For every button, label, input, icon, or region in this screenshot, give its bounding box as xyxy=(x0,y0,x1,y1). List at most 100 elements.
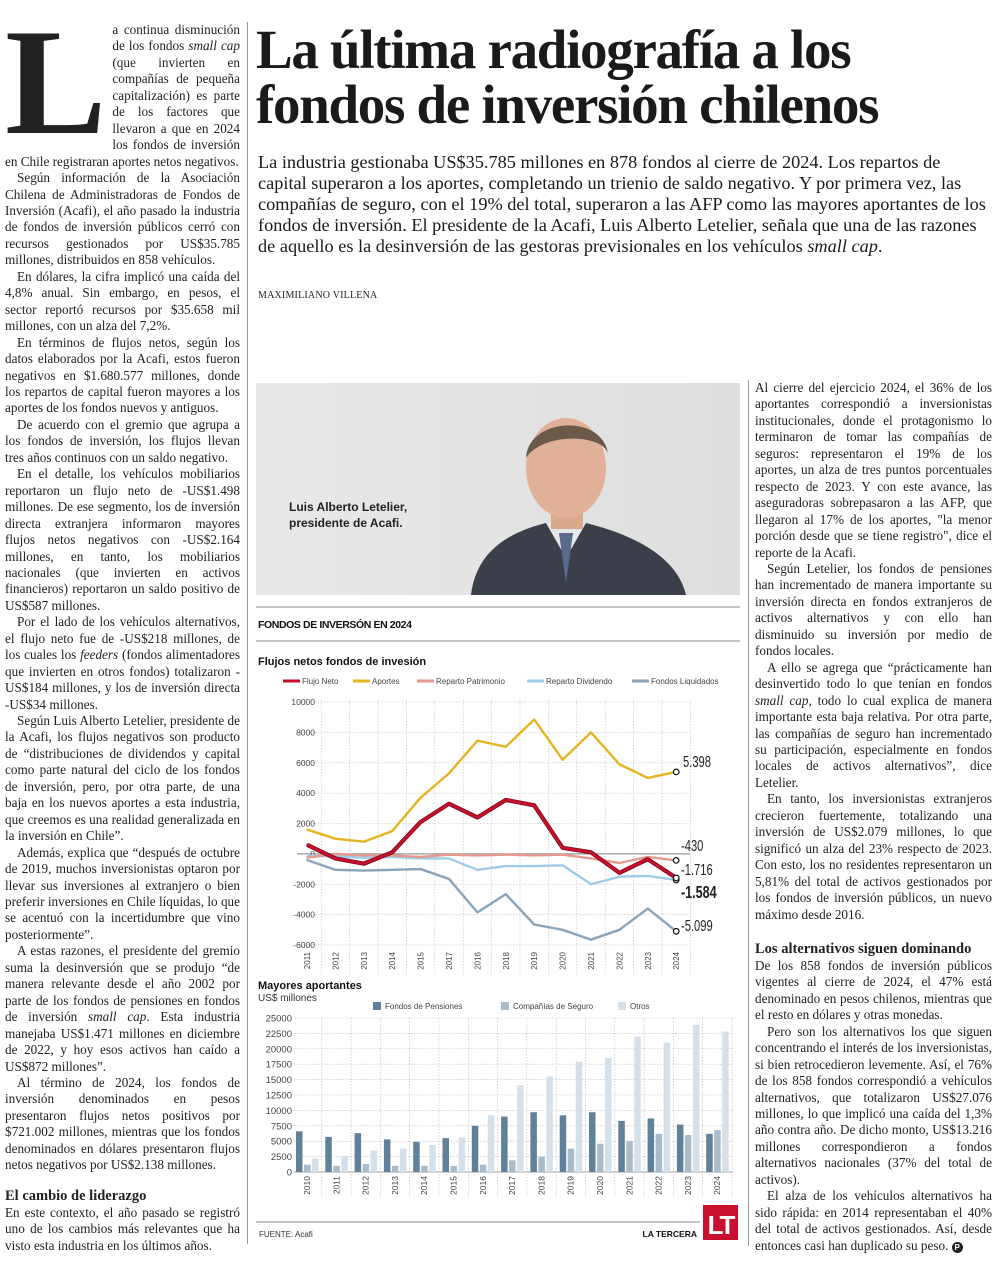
bar-fondos-de-pensiones xyxy=(354,1133,362,1172)
x-tick-label: 2021 xyxy=(587,951,596,969)
bar-compañías-de-seguro xyxy=(362,1163,370,1172)
x-tick-label: 2017 xyxy=(445,951,454,969)
x-tick-label: 2014 xyxy=(419,1176,429,1195)
data-point xyxy=(561,853,564,856)
data-point xyxy=(448,772,450,775)
legend-label: Reparto Dividendo xyxy=(546,677,613,686)
y-tick-label: -4000 xyxy=(293,910,315,920)
end-value-label: 5.398 xyxy=(683,752,711,771)
article-paragraph: A estas razones, el presidente del gremi… xyxy=(5,943,240,1075)
data-point xyxy=(448,802,450,805)
bar-otros xyxy=(634,1036,641,1172)
y-tick-label: -2000 xyxy=(293,879,315,889)
data-point xyxy=(334,853,337,855)
data-point xyxy=(306,859,308,861)
x-tick-label: 2012 xyxy=(361,1176,371,1195)
data-point xyxy=(618,872,621,874)
article-paragraph: Al cierre del ejercicio 2024, el 36% de … xyxy=(755,380,992,560)
data-point xyxy=(363,854,365,857)
end-value-label: -5.099 xyxy=(681,916,713,935)
bar-compañías-de-seguro xyxy=(333,1165,340,1172)
data-point xyxy=(476,816,479,819)
bar-compañías-de-seguro xyxy=(509,1160,516,1172)
column-divider xyxy=(748,380,749,1246)
data-point xyxy=(590,851,592,854)
legend-label: Compañías de Seguro xyxy=(513,1002,594,1011)
deck: La industria gestionaba US$35.785 millon… xyxy=(258,152,993,257)
end-point-marker xyxy=(672,927,680,935)
italic-text: small cap xyxy=(807,236,878,256)
bar-otros xyxy=(575,1061,583,1172)
y-tick-label: 0 xyxy=(310,849,315,859)
bar-otros xyxy=(487,1115,495,1172)
x-tick-label: 2022 xyxy=(654,1176,664,1195)
publisher-logo xyxy=(703,1205,738,1240)
graphic-title: FONDOS DE INVERSÓN EN 2024 xyxy=(258,618,412,631)
y-tick-label: 4000 xyxy=(296,788,315,798)
data-point xyxy=(334,837,337,840)
italic-text: small cap xyxy=(188,38,240,54)
data-point xyxy=(419,868,422,870)
data-point xyxy=(306,843,308,846)
article-paragraph: Por el lado de los vehículos alternativo… xyxy=(5,614,240,713)
article-paragraph: En el detalle, los vehículos mobiliarios… xyxy=(5,466,240,613)
data-point xyxy=(618,763,621,766)
data-point xyxy=(533,923,535,926)
x-tick-label: 2023 xyxy=(644,951,653,969)
data-point xyxy=(590,857,592,860)
data-point xyxy=(391,869,394,871)
bar-otros xyxy=(605,1058,612,1172)
article-paragraph: El alza de los vehículos alternativos ha… xyxy=(755,1188,992,1254)
data-point xyxy=(533,804,535,807)
bar-compañías-de-seguro xyxy=(391,1165,399,1172)
data-point xyxy=(590,731,592,734)
bar-compañías-de-seguro xyxy=(655,1133,663,1172)
article-paragraph: Según información de la Asociación Chile… xyxy=(5,170,240,268)
x-tick-label: 2024 xyxy=(672,951,681,969)
bar-fondos-de-pensiones xyxy=(530,1112,537,1172)
article-paragraph: En tanto, los inversionistas extranjeros… xyxy=(755,791,992,922)
bar-otros xyxy=(429,1144,436,1172)
x-tick-label: 2019 xyxy=(566,1176,576,1195)
bar-otros xyxy=(663,1042,671,1172)
data-point xyxy=(306,856,308,859)
byline: MAXIMILIANO VILLENA xyxy=(258,290,378,301)
data-point xyxy=(618,929,621,931)
data-point xyxy=(363,869,365,872)
x-tick-label: 2012 xyxy=(331,951,340,969)
text: A ello se agrega que “prácticamente han … xyxy=(755,659,992,692)
legend-swatch xyxy=(501,1002,509,1010)
bar-compañías-de-seguro xyxy=(684,1135,692,1172)
data-point xyxy=(590,938,592,941)
x-tick-label: 2018 xyxy=(502,951,511,969)
series-line-aportes xyxy=(306,718,677,843)
x-tick-label: 2022 xyxy=(615,951,624,969)
y-tick-label: 20000 xyxy=(266,1044,292,1055)
article-paragraph: En dólares, la cifra implicó una caída d… xyxy=(5,268,240,334)
end-value-label: -430 xyxy=(681,836,704,855)
data-point xyxy=(448,857,450,860)
y-tick-label: 2500 xyxy=(271,1152,292,1163)
series-line-reparto-patrimonio xyxy=(306,852,677,865)
bar-otros xyxy=(312,1158,319,1172)
x-tick-label: 2021 xyxy=(624,1176,634,1195)
x-tick-label: 2019 xyxy=(530,951,539,969)
data-point xyxy=(476,739,479,742)
publisher-logo-text: LT xyxy=(708,1210,736,1240)
legend-label: Fondos Liquidados xyxy=(651,677,719,686)
article-paragraph: De los 858 fondos de inversión públicos … xyxy=(755,957,992,1023)
source-note: FUENTE: Acafi xyxy=(259,1230,313,1239)
end-point-marker xyxy=(672,857,680,864)
legend-label: Aportes xyxy=(372,677,400,686)
bar-chart-title: Mayores aportantes xyxy=(258,980,362,992)
bar-fondos-de-pensiones xyxy=(325,1136,332,1172)
legend-label: Fondos de Pensiones xyxy=(385,1002,462,1011)
bar-compañías-de-seguro xyxy=(597,1143,604,1172)
text: (fondos alimentadores que invierten en o… xyxy=(5,647,240,712)
end-value-label: -1.584 xyxy=(681,883,717,903)
data-point xyxy=(334,869,337,871)
bar-otros xyxy=(546,1076,553,1172)
data-point xyxy=(618,875,621,878)
x-tick-label: 2017 xyxy=(507,1176,517,1195)
data-point xyxy=(476,854,479,857)
